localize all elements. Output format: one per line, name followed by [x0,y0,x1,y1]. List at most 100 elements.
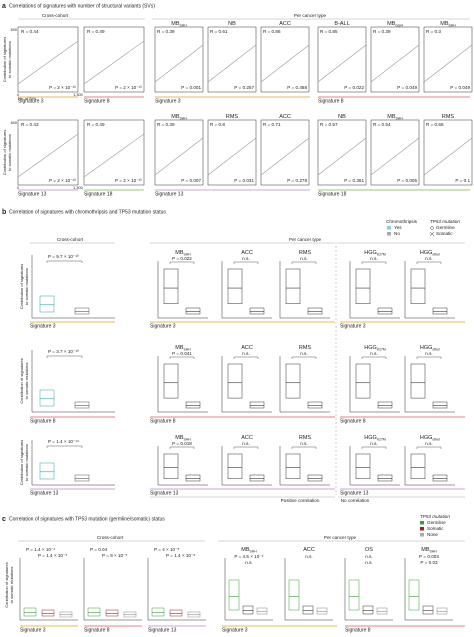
legend-swatch [420,533,424,537]
plot-frame [154,119,204,186]
sig-bracket [46,260,83,263]
fit-line [260,137,310,176]
cancer-type: NB [338,114,346,120]
r-value: R = 0.57 [320,122,338,127]
cancer-name: ACC [279,21,291,27]
legend-swatch [387,232,391,236]
fit-line [83,133,145,178]
p-value: n.s. [245,560,252,565]
cancer-name: MB [440,21,449,27]
p-value: P = 1.4 × 10⁻⁴ [26,547,55,552]
y-axis-label: Contribution of signatures [19,264,24,310]
p-value: P = 2 × 10⁻¹⁰ [115,178,142,183]
cancer-type: RMS [299,435,312,441]
cancer-name: NB [228,21,236,27]
p-value: n.s. [370,441,377,446]
panel-title: Correlation of signatures with TP53 muta… [9,516,165,522]
p-value: n.s. [425,256,432,261]
sig-bracket [233,261,259,264]
sig-bracket [291,446,317,449]
p-value: P = 0.018 [172,441,192,446]
cancer-name: HGG [364,345,377,351]
fit-line [17,40,79,85]
r-value: R = 0.86 [263,29,281,34]
p-value: P = 0.041 [172,351,192,356]
p-value: P = 0.022 [172,256,192,261]
signature-label: Signature 13 [30,490,59,496]
fit-line [17,133,79,178]
sig-bracket [361,261,387,264]
box [408,579,420,611]
p-value: P = 1.4 × 10⁻¹⁴ [48,439,79,444]
box [227,453,243,479]
p-value: P = 8 × 10⁻⁵ [102,553,128,558]
cancer-name: NB [338,114,346,120]
r-value: R = 0.44 [21,29,39,34]
p-value: P = 0.03 [420,560,438,565]
p-value: P = 0.007 [181,178,201,183]
panel-label: c [2,516,6,523]
box [410,453,426,479]
fit-line [370,137,420,176]
cancer-name: MB [171,21,180,27]
cancer-type: HGGother [420,250,441,256]
cancer-name: RMS [226,114,239,120]
signature-label: Signature 13 [18,191,47,197]
p-value: P = 9.7 × 10⁻¹⁰ [48,254,79,259]
cancer-type: MBSHH [241,547,257,553]
p-value: P = 0.031 [234,178,254,183]
box [163,363,179,399]
sig-bracket [169,356,195,359]
p-value: P = 0.1 [455,178,470,183]
box [285,363,301,399]
sig-bracket [361,446,387,449]
box [242,605,254,615]
r-value: R = 0.39 [157,29,175,34]
cancer-subtype: other [432,437,441,441]
box [23,607,37,617]
cancer-type: MBSHH [440,21,456,27]
cancer-name: RMS [442,114,455,120]
plot-frame [154,26,204,93]
legend-label: Germline [436,225,455,230]
p-value: n.s. [300,256,307,261]
box [39,389,55,407]
legend-swatch [387,226,391,230]
cancer-name: ACC [303,547,315,553]
legend-label: Germline [427,520,446,525]
cancer-type: MBSHH [387,114,403,120]
section-header: Per cancer type [294,13,327,18]
sig-bracket [291,261,317,264]
box [288,579,300,611]
box [227,268,243,304]
cancer-subtype: SHH [184,437,192,441]
box [422,605,434,615]
p-value: P = 0.005 [397,178,417,183]
legend-label: Somatic [436,231,453,236]
cancer-name: MB [387,21,396,27]
fit-line [83,40,145,85]
y-axis-label: to somatic mutations [24,444,29,481]
box [285,268,301,304]
sig-bracket [233,356,259,359]
cancer-name: ACC [241,345,253,351]
x-tick-label: 1,300 [73,186,83,190]
cancer-subtype: other [432,347,441,351]
legend-cross [429,231,435,237]
cancer-name: RMS [299,435,312,441]
panel-label: b [2,209,6,216]
legend-label: No [394,231,400,236]
sig-bracket [361,356,387,359]
cancer-name: RMS [299,250,312,256]
legend-title: TP53 mutation [430,219,460,224]
cancer-name: ACC [279,114,291,120]
fit-line [423,137,473,176]
cancer-subtype: SHH [184,252,192,256]
signature-label: Signature 8 [30,418,56,424]
cancer-type: HGGK27M [364,435,386,441]
p-value: n.s. [300,441,307,446]
r-value: R = 0.8 [210,122,225,127]
plot-frame [260,119,310,186]
x-tick-label: 1,300 [73,93,83,97]
cancer-name: MB [171,114,180,120]
